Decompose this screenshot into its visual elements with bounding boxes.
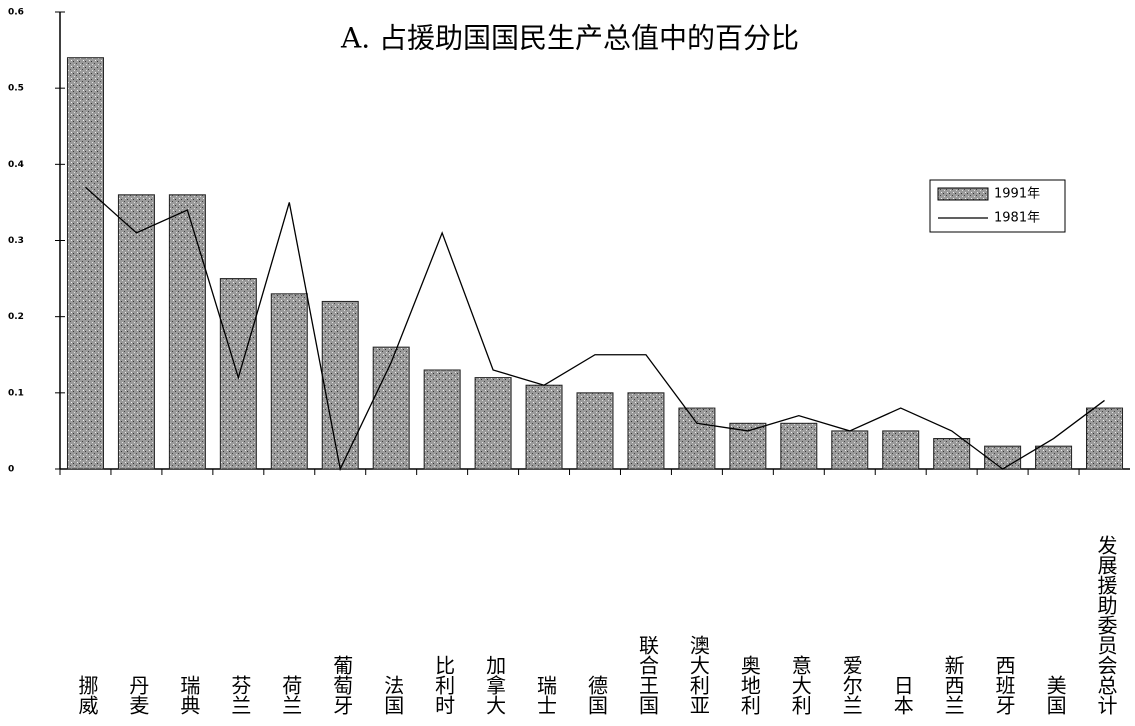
x-tick-label: 日本 [890, 675, 914, 715]
y-tick-label: 0.5 [8, 84, 24, 94]
x-tick-label: 荷兰 [279, 675, 303, 715]
legend-label: 1991年 [994, 187, 1040, 202]
bar [780, 422, 818, 470]
bar [1086, 407, 1124, 470]
legend-swatch [937, 187, 989, 201]
x-tick-label: 加拿大 [483, 655, 507, 715]
bar [1035, 445, 1073, 470]
bar [219, 278, 257, 470]
bar [933, 438, 971, 470]
x-tick-label: 芬兰 [228, 675, 252, 715]
bar [423, 369, 461, 470]
x-tick-label: 发展援助委员会总计 [1094, 535, 1118, 715]
bar [678, 407, 716, 470]
bar [117, 194, 155, 470]
chart-title: A. 占援助国国民生产总值中的百分比 [340, 22, 799, 55]
legend-label: 1981年 [994, 211, 1040, 226]
x-tick-label: 奥地利 [737, 655, 761, 715]
x-tick-label: 丹麦 [126, 675, 150, 715]
bar [525, 384, 563, 470]
x-tick-label: 瑞士 [534, 675, 558, 715]
x-tick-label: 意大利 [788, 655, 812, 715]
line-series [85, 186, 1105, 472]
x-tick-label: 比利时 [432, 655, 456, 715]
y-tick-label: 0.3 [8, 236, 24, 246]
bar [321, 300, 359, 470]
bar [372, 346, 410, 470]
x-tick-label: 法国 [381, 675, 405, 715]
x-tick-label: 葡萄牙 [330, 655, 354, 715]
x-tick-label: 爱尔兰 [839, 655, 863, 715]
x-tick-label: 挪威 [75, 675, 99, 715]
x-tick-label: 瑞典 [177, 675, 201, 715]
bar [576, 392, 614, 470]
y-tick-label: 0.6 [8, 8, 24, 18]
bar [168, 194, 206, 470]
bar [831, 430, 869, 470]
bar [627, 392, 665, 470]
y-tick-label: 0.2 [8, 312, 24, 322]
x-tick-label: 美国 [1043, 675, 1067, 715]
y-tick-label: 0 [8, 465, 14, 475]
y-tick-label: 0.1 [8, 388, 24, 398]
x-tick-label: 联合王国 [635, 635, 659, 715]
x-tick-label: 澳大利亚 [686, 635, 710, 715]
bar [474, 377, 512, 470]
bar [729, 422, 767, 470]
x-tick-label: 德国 [585, 675, 609, 715]
bar [882, 430, 920, 470]
bar [270, 293, 308, 470]
x-tick-label: 新西兰 [941, 655, 965, 715]
bar [984, 445, 1022, 470]
bar [66, 57, 104, 470]
y-tick-label: 0.4 [8, 160, 24, 170]
x-tick-label: 西班牙 [992, 655, 1016, 715]
